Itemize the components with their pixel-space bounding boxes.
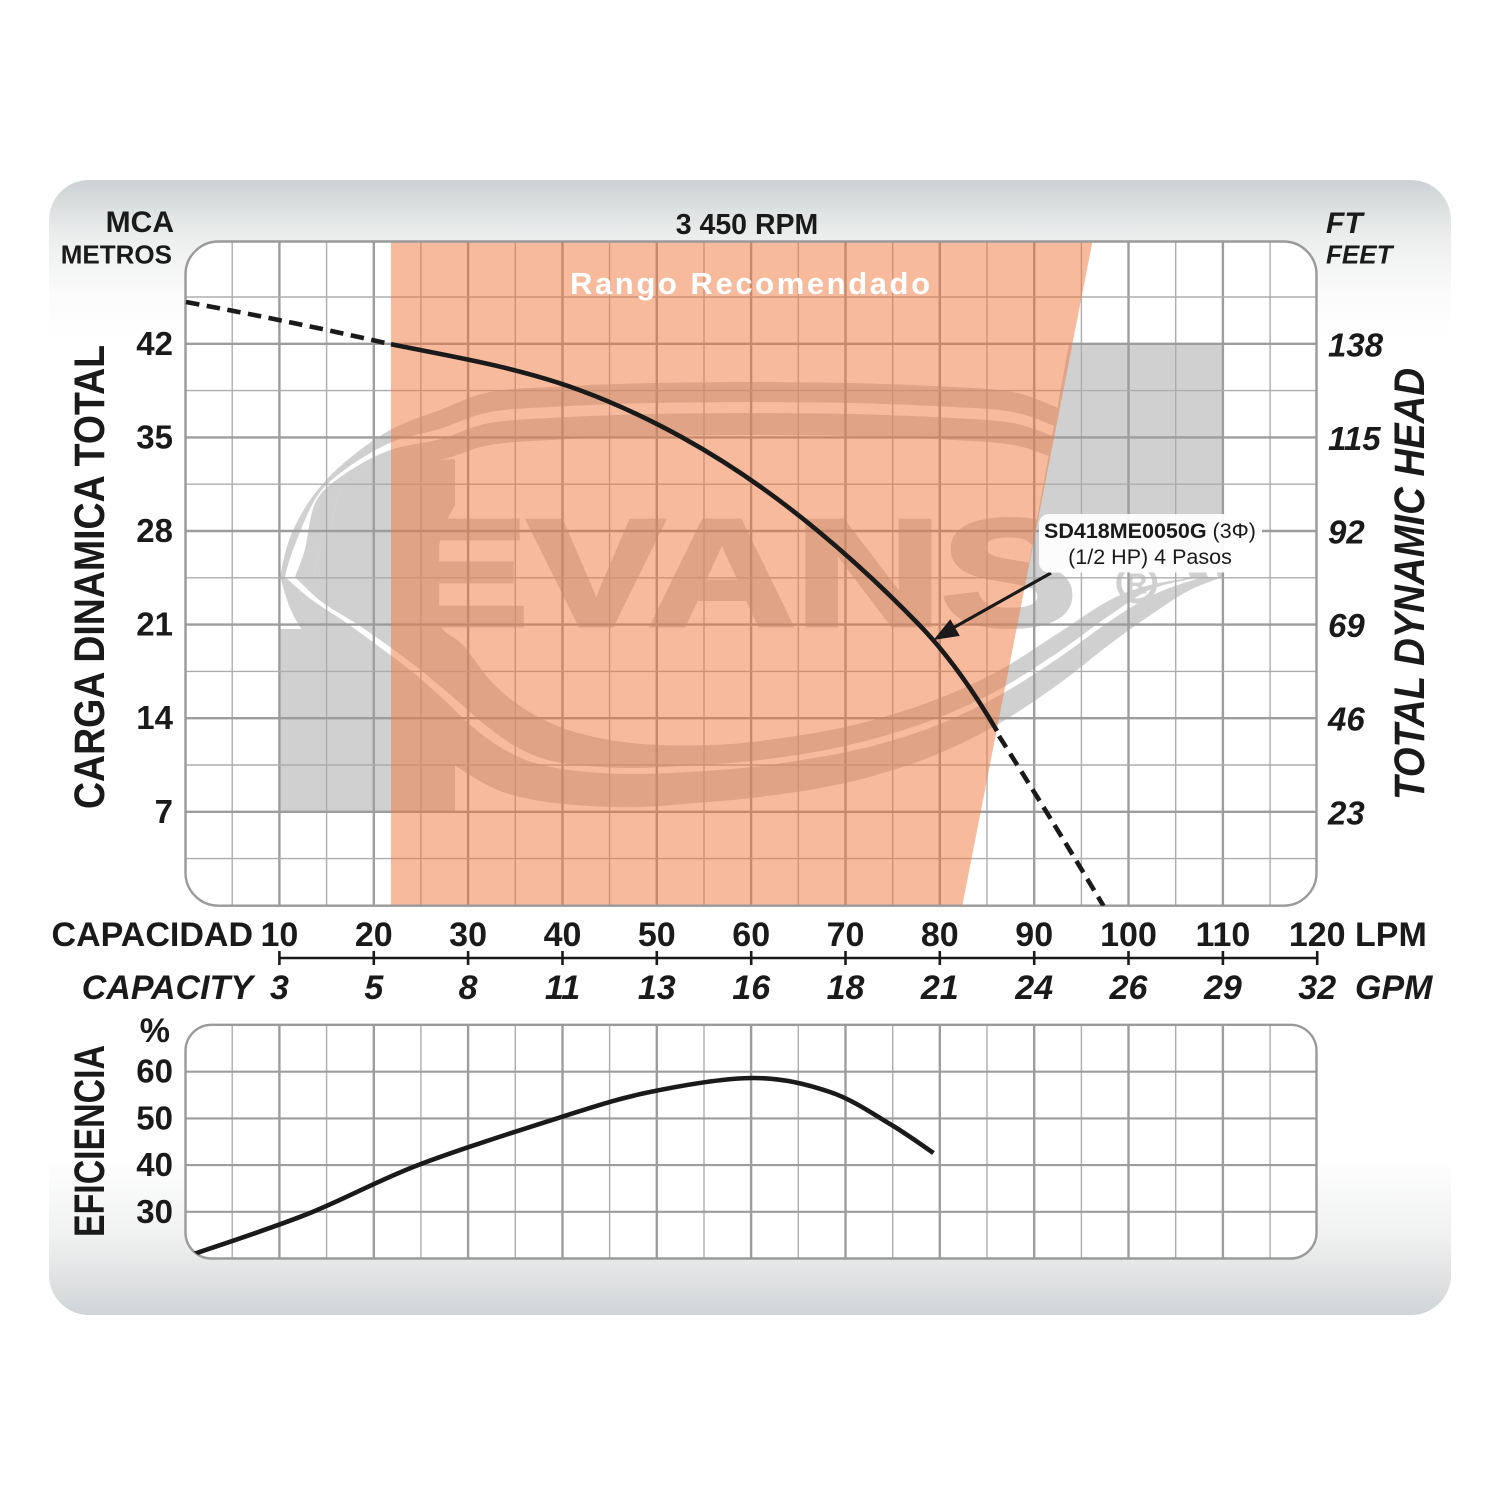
svg-text:5: 5 (364, 969, 384, 1007)
svg-text:23: 23 (1327, 794, 1365, 831)
svg-text:16: 16 (732, 969, 771, 1007)
svg-text:28: 28 (136, 512, 173, 549)
svg-text:70: 70 (827, 916, 865, 954)
svg-text:TOTAL DYNAMIC HEAD: TOTAL DYNAMIC HEAD (1386, 368, 1434, 800)
svg-text:8: 8 (459, 969, 478, 1007)
svg-text:24: 24 (1014, 969, 1053, 1007)
svg-text:50: 50 (638, 916, 676, 954)
svg-text:120: 120 (1289, 916, 1346, 954)
svg-text:35: 35 (136, 418, 173, 455)
svg-text:92: 92 (1328, 514, 1365, 551)
svg-text:115: 115 (1328, 420, 1381, 457)
svg-text:3 450 RPM: 3 450 RPM (676, 209, 819, 241)
svg-text:46: 46 (1327, 701, 1365, 738)
svg-text:11: 11 (545, 969, 580, 1007)
svg-text:CAPACITY: CAPACITY (82, 969, 257, 1007)
svg-text:FEET: FEET (1326, 240, 1395, 270)
svg-text:32: 32 (1298, 969, 1336, 1007)
svg-text:CARGA DINAMICA TOTAL: CARGA DINAMICA TOTAL (66, 345, 114, 809)
svg-text:MCA: MCA (106, 206, 174, 239)
svg-text:100: 100 (1100, 916, 1157, 954)
svg-text:14: 14 (136, 699, 173, 736)
svg-text:13: 13 (638, 969, 676, 1007)
svg-text:69: 69 (1328, 607, 1365, 644)
svg-text:138: 138 (1328, 326, 1384, 363)
svg-text:21: 21 (136, 606, 173, 643)
svg-text:10: 10 (260, 916, 298, 954)
svg-text:EFICIENCIA: EFICIENCIA (66, 1045, 114, 1237)
svg-text:60: 60 (136, 1053, 173, 1090)
svg-text:18: 18 (827, 969, 865, 1007)
svg-text:GPM: GPM (1355, 969, 1433, 1007)
svg-text:3: 3 (270, 969, 289, 1007)
svg-text:7: 7 (155, 793, 173, 830)
svg-text:CAPACIDAD: CAPACIDAD (52, 916, 253, 954)
svg-text:30: 30 (449, 916, 487, 954)
svg-text:29: 29 (1203, 969, 1242, 1007)
svg-text:40: 40 (136, 1146, 173, 1183)
svg-text:110: 110 (1195, 916, 1250, 954)
svg-text:METROS: METROS (61, 240, 172, 270)
svg-text:42: 42 (136, 325, 173, 362)
svg-text:21: 21 (920, 969, 959, 1007)
svg-text:FT: FT (1326, 207, 1365, 240)
svg-text:20: 20 (355, 916, 393, 954)
svg-text:60: 60 (732, 916, 770, 954)
svg-text:30: 30 (136, 1193, 173, 1230)
svg-text:R: R (1126, 569, 1147, 601)
svg-text:Rango Recomendado: Rango Recomendado (570, 266, 930, 301)
svg-text:50: 50 (136, 1099, 173, 1136)
svg-text:26: 26 (1109, 969, 1149, 1007)
svg-text:LPM: LPM (1355, 916, 1427, 954)
svg-text:40: 40 (544, 916, 582, 954)
svg-text:%: % (140, 1012, 170, 1050)
svg-text:SD418ME0050G (3Φ): SD418ME0050G (3Φ) (1044, 519, 1256, 543)
svg-text:80: 80 (921, 916, 959, 954)
svg-text:90: 90 (1015, 916, 1053, 954)
svg-text:(1/2 HP) 4 Pasos: (1/2 HP) 4 Pasos (1068, 545, 1232, 569)
